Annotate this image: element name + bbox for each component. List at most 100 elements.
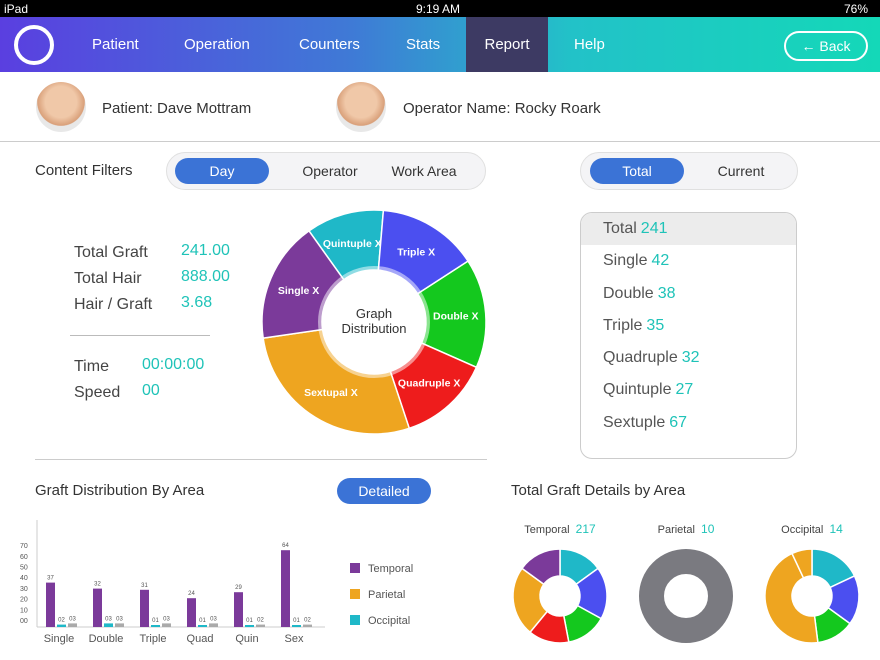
totals-list-item[interactable]: Single 42 [581,245,796,277]
area-value: 217 [575,522,596,536]
section-divider [35,459,487,460]
bar [93,588,102,627]
area-label: Occipital 14 [752,522,872,536]
bar [115,623,124,627]
y-tick-label: 00 [20,618,28,625]
area-donut-slice [639,549,733,643]
bar-value-label: 03 [116,616,123,622]
area-donut [764,548,860,644]
bar-value-label: 01 [246,618,253,624]
donut-slice-label: Double X [433,311,479,323]
filter-day[interactable]: Day [175,158,269,184]
y-tick-label: 30 [20,586,28,593]
nav-report[interactable]: Report [466,17,548,72]
item-label: Quadruple [603,349,678,367]
bar [209,623,218,627]
filter-operator[interactable]: Operator [302,163,358,179]
donut-slice [262,328,411,435]
totals-list-item[interactable]: Sextuple 67 [581,407,796,439]
detailed-button[interactable]: Detailed [337,478,431,504]
stat-value: 00:00:00 [142,356,205,373]
bar-value-label: 31 [141,583,148,589]
bar-value-label: 37 [47,576,54,582]
donut-center-label: Graph Distribution [341,306,407,336]
patient-avatar [36,82,86,132]
nav-help[interactable]: Help [574,36,605,53]
item-label: Single [603,252,648,270]
area-name: Occipital [781,524,824,536]
bar [245,625,254,627]
bar-value-label: 02 [257,618,264,624]
item-value: 38 [657,284,676,302]
y-tick-label: 20 [20,597,28,604]
bar-chart: 00 10 20 30 40 50 60 70 37 02 03 Single 32 03 03 Double… [20,520,325,645]
toggle-total[interactable]: Total [590,158,684,184]
bar-value-label: 01 [293,618,300,624]
donut-slice-label: Quadruple X [398,378,460,390]
donut-slice-label: Single X [278,285,319,297]
legend-swatch [350,589,360,599]
bar-value-label: 03 [210,616,217,622]
bar [57,624,66,627]
back-button[interactable]: ← Back [784,31,868,61]
bar [46,582,55,627]
totals-list-item[interactable]: Double 38 [581,278,796,310]
x-tick-label: Single [44,633,75,645]
stat-label: Hair / Graft [74,296,153,313]
donut-slice-label: Triple X [397,247,435,259]
item-label: Sextuple [603,413,666,431]
donut-inner-ring [318,266,430,378]
stat-value: 241.00 [181,242,230,259]
y-tick-label: 10 [20,607,28,614]
item-label: Quintuple [603,381,672,399]
x-tick-label: Double [89,633,124,645]
operator-name: Operator Name: Rocky Roark [403,100,601,117]
nav-patient[interactable]: Patient [92,36,139,53]
nav-counters[interactable]: Counters [299,36,360,53]
item-label: Triple [603,316,643,334]
item-value: 32 [681,349,700,367]
bar-value-label: 03 [105,616,112,622]
stat-label: Total Graft [74,244,148,261]
bar-value-label: 24 [188,591,195,597]
content-filters-label: Content Filters [35,162,133,179]
donut-slice-label: Quintuple X [323,238,382,250]
battery: 76% [843,2,868,16]
bar-value-label: 03 [69,616,76,622]
totals-list: Total 241 Single 42 Double 38 Triple 35 Quadrupl… [580,212,797,459]
legend-label: Temporal [368,563,414,575]
legend-item: Temporal [350,563,413,575]
area-label: Parietal 10 [626,522,746,536]
totals-list-item[interactable]: Quintuple 27 [581,374,796,406]
nav-stats[interactable]: Stats [406,36,441,53]
bar-value-label: 02 [304,618,311,624]
x-tick-label: Sex [285,633,304,645]
item-label: Total [603,220,637,237]
stat-value: 00 [142,382,160,399]
area-donut-slice [764,552,819,644]
stat-label: Time [74,358,109,375]
totals-list-item[interactable]: Quadruple 32 [581,342,796,374]
item-value: 67 [669,413,688,431]
legend-swatch [350,563,360,573]
donut-slice-label: Sextupal X [304,387,358,399]
stat-label: Speed [74,384,121,401]
area-label: Temporal 217 [500,522,620,536]
bar-value-label: 29 [235,585,242,591]
toggle-current[interactable]: Current [717,163,765,179]
totals-list-item[interactable]: Total 241 [581,213,796,246]
legend-label: Occipital [368,615,411,627]
legend-item: Occipital [350,615,410,627]
y-tick-label: 60 [20,554,28,561]
area-name: Temporal [524,524,570,536]
totals-list-item[interactable]: Triple 35 [581,310,796,342]
filter-work-area[interactable]: Work Area [391,163,457,179]
device-label: iPad [4,2,29,16]
nav-operation[interactable]: Operation [184,36,250,53]
item-value: 42 [651,252,670,270]
bar [162,623,171,627]
app-logo-icon[interactable] [14,25,54,65]
status-bar: iPad 9:19 AM 76% [0,0,880,17]
patient-name: Patient: Dave Mottram [102,100,252,117]
item-value: 27 [675,381,694,399]
